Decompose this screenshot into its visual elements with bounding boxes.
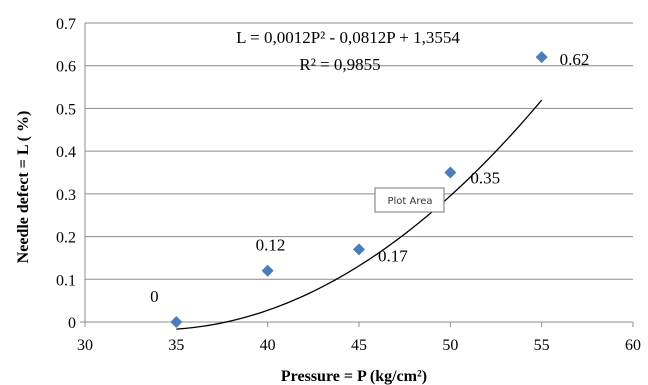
y-tick-label: 0.5 xyxy=(56,101,76,118)
tooltip-box xyxy=(374,187,445,213)
data-point-label: 0.12 xyxy=(256,236,286,255)
x-tick-label: 55 xyxy=(534,337,550,354)
y-tick-label: 0.1 xyxy=(56,272,76,289)
data-labels: 0 0.12 0.17 0.35 0.62 xyxy=(150,50,589,306)
data-point-marker[interactable] xyxy=(170,316,183,328)
data-point-marker[interactable] xyxy=(535,51,548,64)
y-tick-label: 0 xyxy=(68,315,76,332)
data-point-marker[interactable] xyxy=(444,166,457,179)
x-tick-labels: 30 35 40 45 50 55 60 xyxy=(77,337,641,354)
tooltip-label: Plot Area xyxy=(387,196,432,207)
x-tick-label: 40 xyxy=(260,337,276,354)
y-tick-label: 0.3 xyxy=(56,187,76,204)
x-axis-title: Pressure = P (kg/cm²) xyxy=(281,368,427,385)
gridlines xyxy=(85,22,633,280)
x-tick-label: 35 xyxy=(168,337,184,354)
data-point-label: 0 xyxy=(150,287,159,306)
x-tick-label: 60 xyxy=(625,337,641,354)
y-tick-label: 0.7 xyxy=(56,16,76,33)
y-tick-label: 0.4 xyxy=(56,144,76,161)
data-point-label: 0.17 xyxy=(378,246,408,265)
data-point-label: 0.35 xyxy=(470,169,500,188)
y-tick-label: 0.2 xyxy=(56,230,76,247)
data-point-label: 0.62 xyxy=(560,50,590,69)
trendline xyxy=(176,99,543,330)
r-squared: R² = 0,9855 xyxy=(299,55,380,74)
x-tick-label: 30 xyxy=(77,337,93,354)
y-tick-label: 0.6 xyxy=(56,59,76,76)
trendline-equation: L = 0,0012P² - 0,0812P + 1,3554 xyxy=(236,28,460,47)
y-axis-title: Needle defect = L ( %) xyxy=(15,111,32,264)
y-tick-labels: 0 0.1 0.2 0.3 0.4 0.5 0.6 0.7 xyxy=(56,16,76,332)
x-tick-label: 45 xyxy=(351,337,367,354)
data-point-marker[interactable] xyxy=(353,243,365,256)
plot-area-tooltip: Plot Area xyxy=(374,187,445,213)
data-point-marker[interactable] xyxy=(261,264,274,277)
x-tick-label: 50 xyxy=(442,337,458,354)
data-points[interactable] xyxy=(170,51,548,328)
